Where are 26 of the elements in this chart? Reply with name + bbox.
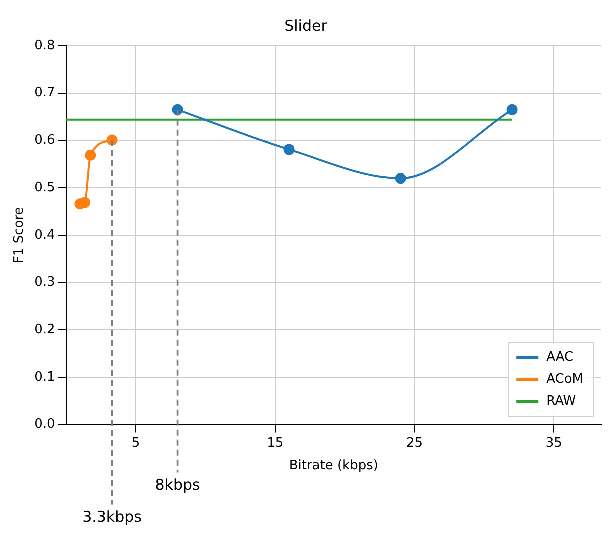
point bbox=[85, 150, 96, 161]
x-tick-label: 5 bbox=[132, 436, 140, 451]
y-tick-label: 0.1 bbox=[34, 370, 56, 385]
point bbox=[80, 197, 91, 208]
y-tick-label: 0.6 bbox=[34, 133, 56, 148]
x-tick-label: 25 bbox=[406, 436, 423, 451]
chart-title: Slider bbox=[284, 16, 328, 35]
y-tick-label: 0.3 bbox=[34, 275, 56, 290]
point bbox=[506, 104, 518, 116]
point bbox=[395, 173, 406, 184]
y-tick-label: 0.8 bbox=[34, 38, 56, 54]
y-tick-label: 0.2 bbox=[34, 322, 56, 338]
y-tick-label: 0.5 bbox=[34, 180, 56, 196]
legend-label: ACoM bbox=[546, 372, 584, 388]
y-tick-label: 0.4 bbox=[34, 228, 56, 243]
ref-line-label: 3.3kbps bbox=[82, 508, 142, 526]
y-axis-title: F1 Score bbox=[12, 207, 28, 264]
point bbox=[284, 144, 295, 156]
ref-line-label: 8kbps bbox=[155, 476, 201, 494]
y-tick-label: 0.7 bbox=[34, 86, 56, 101]
x-tick-label: 35 bbox=[546, 436, 562, 451]
y-tick-label: 0.0 bbox=[34, 417, 56, 432]
legend-label: AAC bbox=[546, 350, 574, 366]
x-axis-title: Bitrate (kbps) bbox=[289, 458, 378, 474]
x-tick-label: 15 bbox=[267, 436, 284, 451]
legend-label: RAW bbox=[546, 394, 576, 410]
